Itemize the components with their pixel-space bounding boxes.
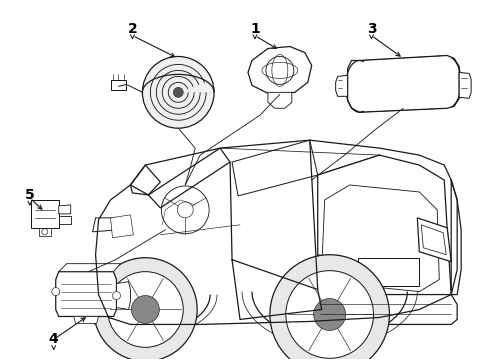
Circle shape — [285, 271, 373, 358]
Polygon shape — [116, 282, 130, 310]
Polygon shape — [335, 75, 347, 96]
Polygon shape — [39, 228, 51, 236]
Polygon shape — [74, 316, 99, 323]
Text: 4: 4 — [49, 332, 59, 346]
Text: 5: 5 — [25, 188, 35, 202]
Polygon shape — [267, 92, 291, 108]
Polygon shape — [59, 205, 71, 214]
Polygon shape — [247, 46, 311, 94]
Polygon shape — [317, 255, 349, 285]
Polygon shape — [56, 272, 116, 316]
Polygon shape — [421, 225, 446, 255]
Polygon shape — [317, 155, 384, 208]
Circle shape — [313, 298, 345, 330]
Polygon shape — [347, 55, 458, 112]
Text: 1: 1 — [249, 22, 259, 36]
Polygon shape — [59, 264, 120, 272]
Polygon shape — [110, 80, 126, 90]
Polygon shape — [317, 155, 450, 318]
Text: 3: 3 — [366, 22, 376, 36]
Circle shape — [173, 87, 183, 97]
Circle shape — [93, 258, 197, 360]
Polygon shape — [458, 72, 470, 98]
Circle shape — [112, 292, 120, 300]
Circle shape — [52, 288, 60, 296]
Bar — [357, 258, 419, 285]
Circle shape — [269, 255, 388, 360]
Text: 2: 2 — [127, 22, 137, 36]
Circle shape — [142, 57, 214, 128]
Polygon shape — [309, 294, 456, 324]
Polygon shape — [92, 218, 118, 232]
Polygon shape — [232, 140, 317, 196]
Polygon shape — [31, 200, 59, 228]
Polygon shape — [59, 216, 71, 224]
Polygon shape — [416, 218, 450, 262]
Circle shape — [131, 296, 159, 323]
Circle shape — [107, 272, 183, 347]
Polygon shape — [321, 185, 438, 292]
Polygon shape — [110, 215, 133, 238]
